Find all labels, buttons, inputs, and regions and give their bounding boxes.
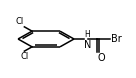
Text: N: N [84,40,92,50]
Text: Cl: Cl [21,52,29,61]
Text: H: H [84,30,90,39]
Text: O: O [97,53,105,63]
Text: Br: Br [111,34,121,44]
Text: Cl: Cl [16,17,24,27]
